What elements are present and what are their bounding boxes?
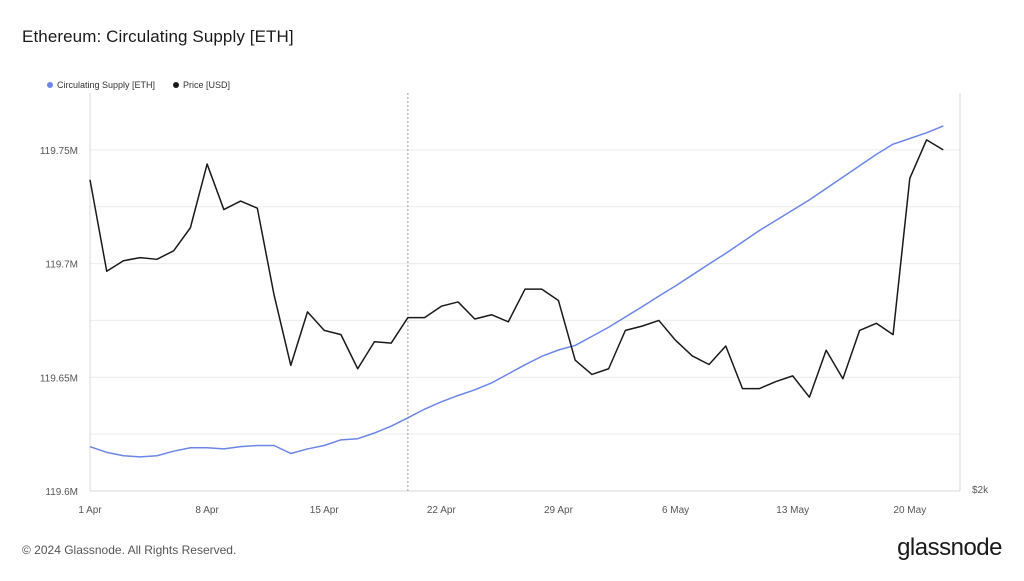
x-tick-label: 8 Apr bbox=[195, 505, 219, 516]
series-line-supply bbox=[89, 125, 944, 458]
legend-item-supply[interactable]: Circulating Supply [ETH] bbox=[47, 80, 155, 90]
x-tick-label: 29 Apr bbox=[544, 505, 574, 516]
y-tick-label: 119.7M bbox=[45, 260, 78, 271]
legend-label-supply: Circulating Supply [ETH] bbox=[57, 80, 156, 90]
right-axis-label: $2k bbox=[972, 485, 989, 496]
x-tick-label: 6 May bbox=[662, 505, 689, 516]
legend-dot-price bbox=[173, 82, 180, 88]
legend-item-price[interactable]: Price [USD] bbox=[173, 80, 230, 90]
glassnode-logo: glassnode bbox=[897, 534, 1002, 561]
chart-legend: Circulating Supply [ETH] Price [USD] bbox=[47, 80, 230, 90]
copyright-text: © 2024 Glassnode. All Rights Reserved. bbox=[22, 543, 237, 557]
legend-label-price: Price [USD] bbox=[183, 80, 231, 90]
series-line-price bbox=[89, 139, 944, 398]
legend-dot-supply bbox=[47, 82, 53, 88]
x-tick-label: 22 Apr bbox=[427, 505, 457, 516]
y-tick-label: 119.75M bbox=[40, 146, 78, 157]
x-tick-label: 15 Apr bbox=[310, 505, 340, 516]
chart-title: Ethereum: Circulating Supply [ETH] bbox=[22, 27, 294, 46]
y-tick-label: 119.65M bbox=[40, 373, 78, 384]
x-tick-label: 13 May bbox=[776, 505, 809, 516]
x-tick-label: 20 May bbox=[893, 505, 926, 516]
y-tick-label: 119.6M bbox=[45, 487, 78, 498]
x-tick-label: 1 Apr bbox=[78, 505, 102, 516]
